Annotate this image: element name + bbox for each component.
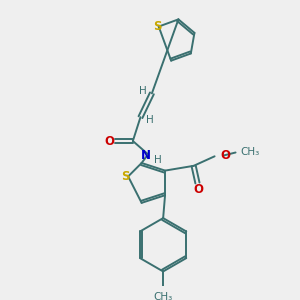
Text: CH₃: CH₃ (154, 292, 173, 300)
Text: O: O (104, 134, 114, 148)
Text: O: O (220, 149, 230, 162)
Text: CH₃: CH₃ (240, 148, 260, 158)
Text: S: S (121, 170, 130, 183)
Text: N: N (141, 149, 151, 162)
Text: O: O (194, 183, 203, 196)
Text: H: H (146, 115, 154, 125)
Text: H: H (154, 155, 161, 165)
Text: H: H (139, 86, 146, 97)
Text: S: S (154, 20, 162, 33)
